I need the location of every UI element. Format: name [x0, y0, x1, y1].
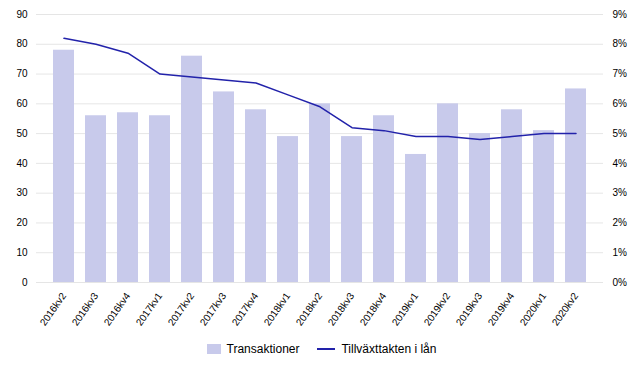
svg-text:9%: 9% — [613, 9, 628, 20]
svg-text:7%: 7% — [613, 68, 628, 79]
svg-text:2019kv4: 2019kv4 — [486, 290, 517, 328]
svg-text:2020kv2: 2020kv2 — [550, 290, 581, 328]
svg-text:30: 30 — [16, 187, 28, 198]
svg-text:2019kv2: 2019kv2 — [422, 290, 453, 328]
svg-text:2019kv1: 2019kv1 — [390, 290, 421, 328]
svg-text:70: 70 — [16, 68, 28, 79]
svg-text:2020kv1: 2020kv1 — [518, 290, 549, 328]
svg-text:2018kv3: 2018kv3 — [326, 290, 357, 328]
svg-text:1%: 1% — [613, 247, 628, 258]
svg-text:4%: 4% — [613, 158, 628, 169]
svg-text:40: 40 — [16, 158, 28, 169]
svg-text:2017kv3: 2017kv3 — [198, 290, 229, 328]
html-text:Tillväxttakten i lån: Tillväxttakten i lån — [341, 342, 437, 356]
svg-text:2017kv4: 2017kv4 — [230, 290, 261, 328]
svg-text:2017kv2: 2017kv2 — [166, 290, 197, 328]
svg-text:10: 10 — [16, 247, 28, 258]
svg-text:20: 20 — [16, 217, 28, 228]
svg-text:2016kv3: 2016kv3 — [70, 290, 101, 328]
svg-text:2018kv2: 2018kv2 — [294, 290, 325, 328]
svg-text:0%: 0% — [613, 277, 628, 288]
html-text:Transaktioner: Transaktioner — [226, 342, 300, 356]
svg-text:2016kv4: 2016kv4 — [102, 290, 133, 328]
svg-text:2016kv2: 2016kv2 — [38, 290, 69, 328]
svg-text:2017kv1: 2017kv1 — [134, 290, 165, 328]
svg-text:8%: 8% — [613, 38, 628, 49]
svg-text:5%: 5% — [613, 128, 628, 139]
svg-text:60: 60 — [16, 98, 28, 109]
svg-text:80: 80 — [16, 38, 28, 49]
svg-text:0: 0 — [22, 277, 28, 288]
svg-text:3%: 3% — [613, 187, 628, 198]
svg-text:2018kv4: 2018kv4 — [358, 290, 389, 328]
svg-text:2019kv3: 2019kv3 — [454, 290, 485, 328]
svg-text:2018kv1: 2018kv1 — [262, 290, 293, 328]
svg-text:50: 50 — [16, 128, 28, 139]
svg-text:2%: 2% — [613, 217, 628, 228]
svg-text:90: 90 — [16, 9, 28, 20]
svg-text:6%: 6% — [613, 98, 628, 109]
